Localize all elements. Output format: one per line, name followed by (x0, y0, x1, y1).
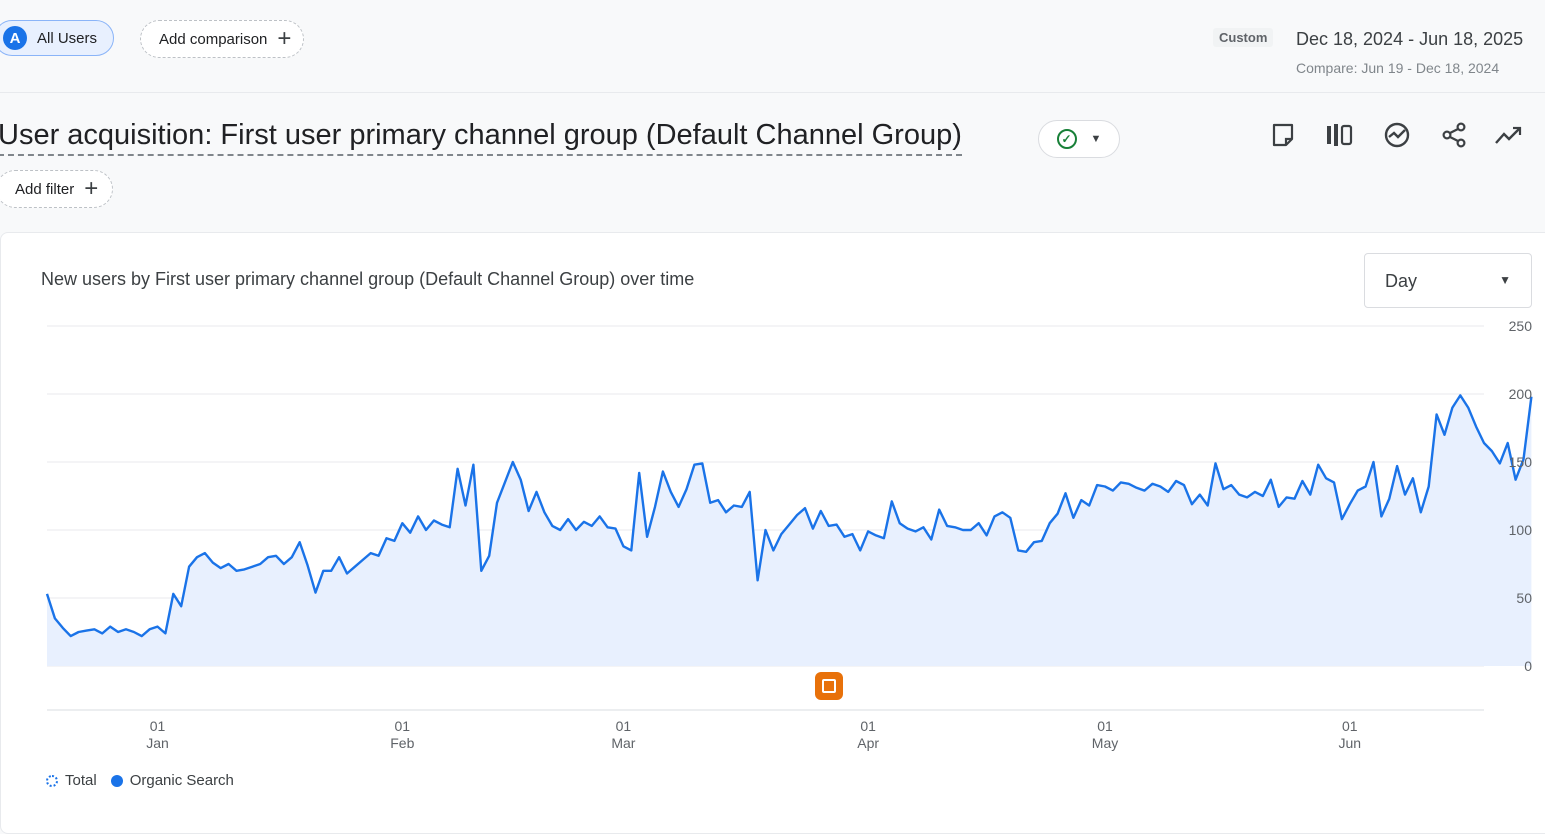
x-tick-day: 01 (395, 718, 411, 734)
compare-date-range[interactable]: Compare: Jun 19 - Dec 18, 2024 (1296, 60, 1500, 76)
add-comparison-label: Add comparison (159, 30, 268, 48)
series-area-organic-search (47, 395, 1532, 666)
annotation-icon[interactable] (815, 672, 843, 700)
y-tick-label: 250 (1509, 318, 1533, 334)
interval-select-value: Day (1385, 271, 1418, 291)
add-filter-label: Add filter (15, 180, 75, 198)
legend-item-total[interactable]: Total (46, 772, 97, 789)
compare-columns-icon[interactable] (1325, 120, 1355, 150)
y-tick-label: 50 (1516, 590, 1532, 606)
x-tick-day: 01 (150, 718, 166, 734)
x-tick-day: 01 (860, 718, 876, 734)
total-legend-marker (46, 774, 58, 787)
plus-icon: + (84, 175, 99, 202)
x-tick-month: Feb (390, 735, 414, 751)
interval-select[interactable]: Day ▼ (1364, 253, 1532, 308)
report-status-dropdown[interactable]: ✓ ▼ (1038, 120, 1120, 158)
x-tick-day: 01 (616, 718, 632, 734)
caret-down-icon: ▼ (1499, 273, 1511, 287)
y-tick-label: 0 (1524, 658, 1532, 674)
x-tick-month: May (1092, 735, 1118, 751)
plus-icon: + (277, 25, 292, 52)
header-divider (0, 92, 1545, 93)
trending-icon[interactable] (1494, 120, 1524, 150)
chart-title: New users by First user primary channel … (41, 269, 695, 289)
edit-note-icon[interactable] (1268, 120, 1298, 150)
check-circle-icon: ✓ (1056, 129, 1077, 149)
segment-label: All Users (37, 29, 98, 47)
x-tick-month: Jan (146, 735, 169, 751)
series-line-organic-search (45, 394, 1533, 638)
segment-chip-all-users[interactable]: A All Users (0, 20, 115, 56)
add-filter-button[interactable]: Add filter + (0, 170, 114, 208)
share-icon[interactable] (1439, 120, 1469, 150)
legend-label-organic: Organic Search (129, 772, 234, 789)
x-tick-month: Mar (611, 735, 635, 751)
y-tick-label: 150 (1509, 454, 1533, 470)
caret-down-icon: ▼ (1090, 133, 1102, 145)
date-range-picker[interactable]: Dec 18, 2024 - Jun 18, 2025 (1296, 29, 1524, 49)
y-tick-label: 100 (1509, 522, 1533, 538)
y-tick-label: 200 (1509, 386, 1533, 402)
x-tick-day: 01 (1342, 718, 1358, 734)
report-header: A All Users Add comparison + Custom Dec … (0, 0, 1545, 92)
page-title[interactable]: User acquisition: First user primary cha… (0, 118, 962, 156)
legend-item-organic-search[interactable]: Organic Search (110, 772, 234, 789)
legend-label-total: Total (65, 772, 97, 789)
x-tick-month: Apr (857, 735, 879, 751)
x-tick-month: Jun (1338, 735, 1361, 751)
date-preset-tag[interactable]: Custom (1213, 28, 1274, 47)
chart-legend: Total Organic Search (46, 772, 234, 789)
add-comparison-button[interactable]: Add comparison + (140, 20, 305, 58)
x-tick-day: 01 (1097, 718, 1113, 734)
segment-avatar: A (3, 26, 27, 50)
insights-icon[interactable] (1382, 120, 1412, 150)
annotation-glyph (822, 679, 836, 693)
organic-legend-marker (110, 774, 123, 787)
